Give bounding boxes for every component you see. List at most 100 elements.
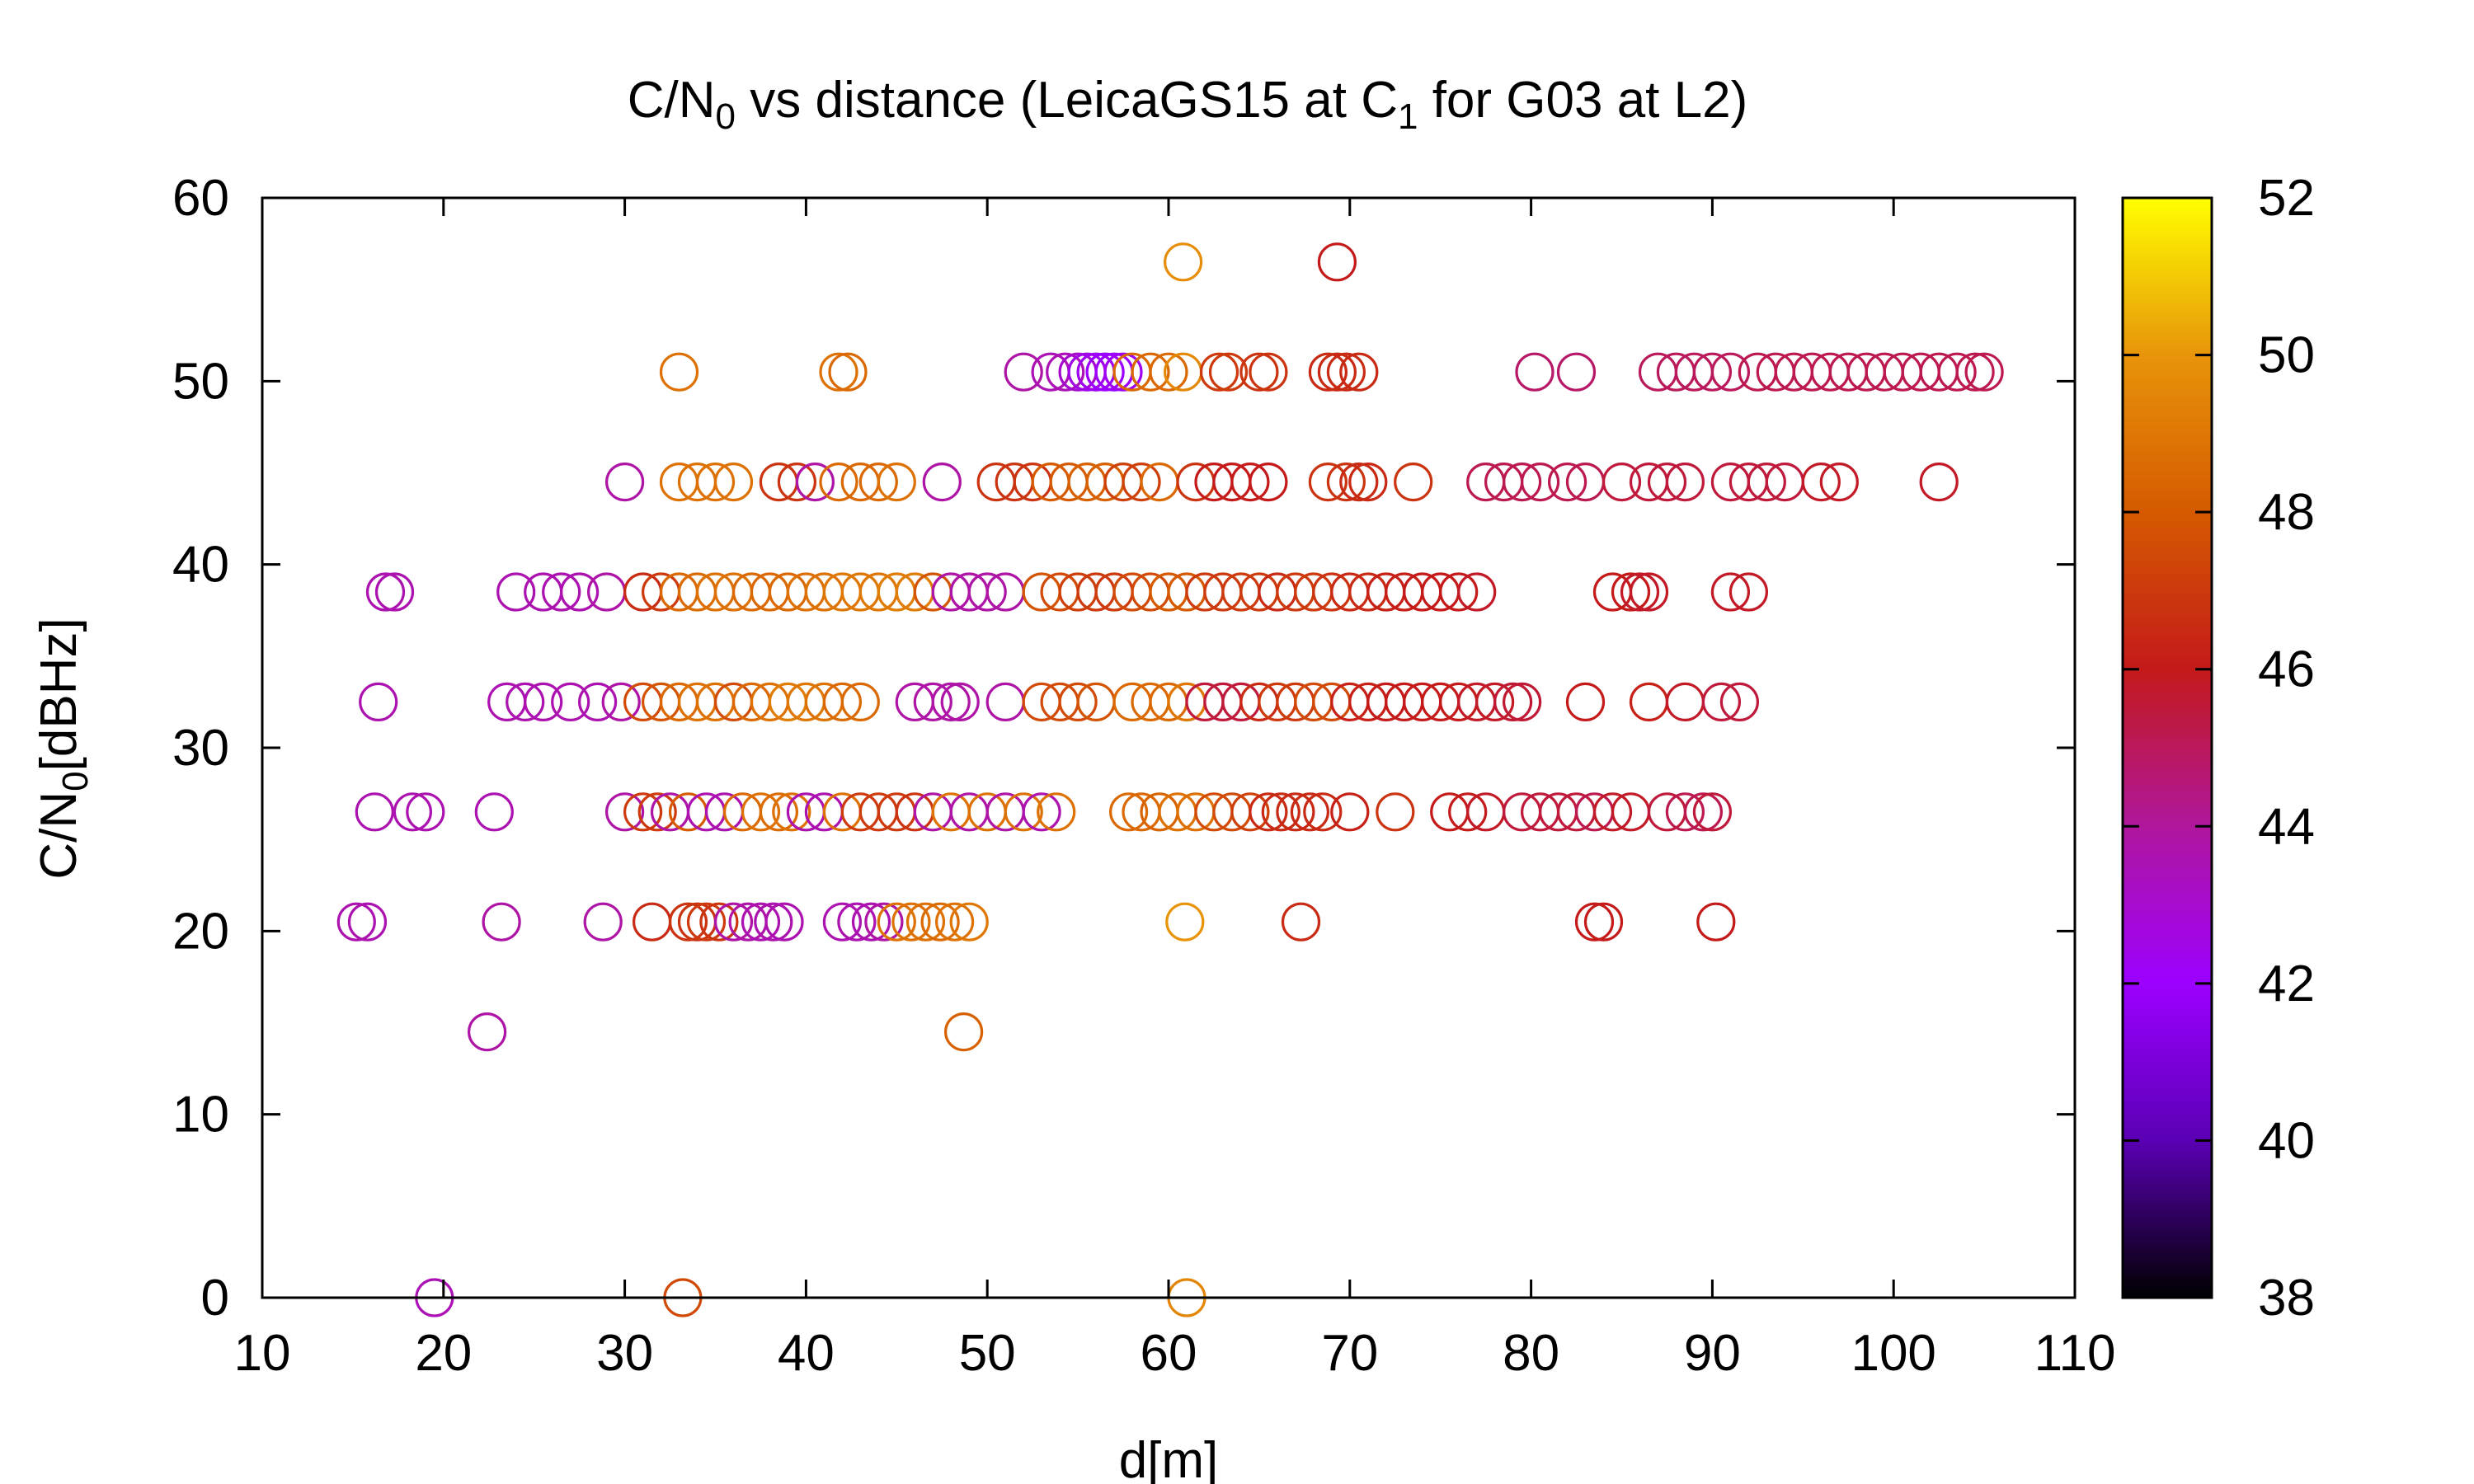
- data-point: [1317, 242, 1357, 282]
- data-point: [1339, 352, 1379, 392]
- colorbar-gradient: [2121, 196, 2213, 1299]
- data-point: [1249, 352, 1288, 392]
- colorbar-tick-label: 44: [2258, 798, 2315, 855]
- data-point: [967, 572, 1007, 612]
- data-point: [1348, 462, 1388, 502]
- data-point: [764, 902, 804, 942]
- data-point: [1046, 352, 1085, 392]
- data-point: [406, 792, 445, 832]
- colorbar: 38 40 42 44 46 48 50 52: [2121, 170, 2315, 1327]
- data-point: [1729, 572, 1768, 612]
- data-point: [1165, 902, 1205, 942]
- data-point: [474, 792, 514, 832]
- x-tick-label: 40: [778, 1325, 835, 1382]
- data-point: [393, 792, 432, 832]
- data-point: [949, 902, 989, 942]
- data-point: [1439, 572, 1479, 612]
- colorbar-tick-label: 42: [2258, 956, 2315, 1012]
- y-tick-label: 20: [172, 903, 229, 960]
- data-point: [355, 792, 394, 832]
- data-point: [677, 902, 717, 942]
- data-point: [905, 902, 946, 942]
- data-point: [524, 682, 563, 722]
- x-tick-label: 10: [234, 1325, 291, 1382]
- x-tick-label: 80: [1503, 1325, 1559, 1382]
- data-point: [1719, 682, 1759, 722]
- data-point: [604, 462, 645, 502]
- data-point: [586, 572, 627, 612]
- data-point: [1665, 462, 1705, 502]
- data-point: [632, 902, 672, 942]
- y-axis: 0 10 20 30 40 50 60: [172, 170, 2075, 1327]
- y-tick-label: 60: [172, 170, 229, 227]
- data-point: [1955, 352, 1995, 392]
- data-point: [1819, 462, 1859, 502]
- chart-title: C/N0 vs distance (LeicaGS15 at C1 for G0…: [628, 72, 1747, 137]
- data-point: [1230, 462, 1270, 502]
- data-point: [822, 682, 863, 722]
- data-point: [851, 902, 891, 942]
- x-axis-label: d[m]: [1119, 1432, 1219, 1484]
- data-point: [1493, 682, 1533, 722]
- x-tick-label: 30: [596, 1325, 653, 1382]
- data-point: [1326, 352, 1366, 392]
- colorbar-tick-label: 52: [2258, 170, 2315, 227]
- data-point: [1085, 352, 1125, 392]
- x-tick-label: 70: [1321, 1325, 1378, 1382]
- y-tick-label: 30: [172, 720, 229, 777]
- data-point: [506, 682, 545, 722]
- data-point: [1149, 352, 1188, 392]
- data-point: [777, 462, 817, 502]
- data-point: [891, 902, 931, 942]
- data-point: [559, 572, 600, 612]
- data-point: [1208, 352, 1249, 392]
- data-point: [1801, 462, 1841, 502]
- data-point: [1602, 462, 1642, 502]
- data-point: [542, 572, 581, 612]
- data-point: [1249, 462, 1288, 502]
- data-point: [1004, 352, 1043, 392]
- data-point: [1448, 792, 1488, 832]
- data-point: [1303, 792, 1343, 832]
- data-point: [496, 572, 536, 612]
- data-point: [1230, 792, 1270, 832]
- data-point: [1515, 352, 1554, 392]
- data-point: [623, 792, 663, 832]
- x-tick-label: 20: [415, 1325, 472, 1382]
- data-point: [577, 682, 618, 722]
- data-point: [913, 682, 952, 722]
- data-point: [759, 792, 799, 832]
- data-point: [713, 462, 754, 502]
- data-point: [985, 682, 1025, 722]
- data-point: [1665, 682, 1705, 722]
- data-point: [1937, 352, 1977, 392]
- data-point: [551, 682, 590, 722]
- data-point: [1692, 792, 1732, 832]
- data-point: [822, 902, 863, 942]
- x-tick-label: 110: [2034, 1325, 2116, 1382]
- data-point: [1330, 792, 1370, 832]
- data-point: [754, 902, 793, 942]
- data-point: [741, 902, 781, 942]
- data-point: [1308, 352, 1348, 392]
- data-point: [713, 902, 754, 942]
- data-point: [1239, 352, 1279, 392]
- data-point: [772, 792, 811, 832]
- data-point: [1457, 572, 1497, 612]
- colorbar-tick-label: 50: [2258, 327, 2315, 384]
- colorbar-tick-label: 40: [2258, 1112, 2315, 1169]
- data-point: [877, 902, 916, 942]
- colorbar-tick-label: 46: [2258, 641, 2315, 698]
- data-point: [837, 902, 877, 942]
- data-point: [467, 1012, 507, 1052]
- data-point: [1058, 682, 1098, 722]
- data-point: [1919, 462, 1959, 502]
- data-point: [1592, 792, 1633, 832]
- data-point: [583, 902, 623, 942]
- data-point: [1103, 352, 1143, 392]
- data-point: [659, 352, 699, 392]
- data-point: [374, 572, 415, 612]
- data-point: [1249, 792, 1288, 832]
